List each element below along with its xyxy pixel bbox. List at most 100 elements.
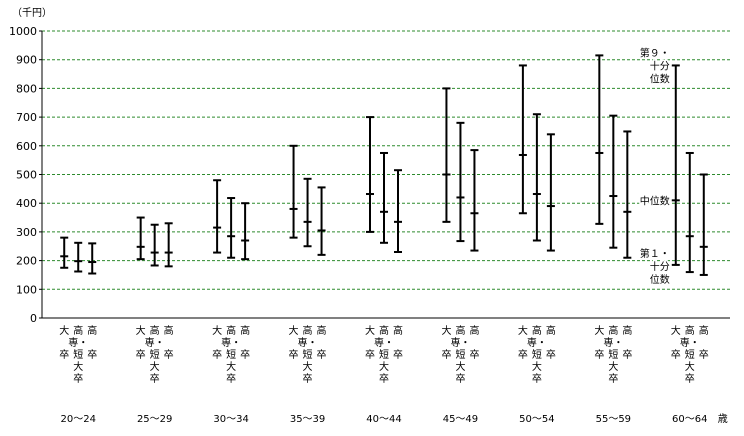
category-label: 卒 — [136, 348, 146, 361]
category-label: 大 — [59, 324, 69, 337]
category-label: 卒 — [164, 348, 174, 361]
annotation-d1-label: 第１・ — [640, 247, 670, 260]
y-tick-label: 800 — [16, 82, 37, 95]
category-label: 高 — [393, 324, 403, 337]
category-label: 卒 — [518, 348, 528, 361]
category-label: 専・ — [603, 337, 623, 349]
y-tick-label: 1000 — [9, 25, 37, 38]
category-label: 大 — [441, 324, 451, 337]
category-label: 専・ — [221, 337, 241, 349]
category-label: 高 — [532, 324, 542, 337]
category-label: 専・ — [374, 337, 394, 349]
category-label: 卒 — [87, 348, 97, 361]
category-label: 専・ — [527, 337, 547, 349]
category-label: 専・ — [145, 337, 165, 349]
category-label: 大 — [212, 324, 222, 337]
category-label: 大 — [73, 360, 83, 373]
category-label: 短 — [73, 348, 83, 361]
category-label: 高 — [226, 324, 236, 337]
category-label: 大 — [671, 324, 681, 337]
y-tick-label: 500 — [16, 169, 37, 182]
annotation-d9-label: 第９・ — [640, 46, 670, 59]
category-label: 卒 — [671, 348, 681, 361]
category-label: 卒 — [441, 348, 451, 361]
category-label: 高 — [685, 324, 695, 337]
category-label: 短 — [532, 348, 542, 361]
category-label: 短 — [685, 348, 695, 361]
age-group-label: 20～24 — [60, 414, 95, 425]
category-label: 高 — [73, 324, 83, 337]
category-label: 卒 — [303, 372, 313, 385]
category-label: 卒 — [699, 348, 709, 361]
category-label: 高 — [164, 324, 174, 337]
category-label: 卒 — [594, 348, 604, 361]
category-label: 卒 — [455, 372, 465, 385]
category-labels: 大卒高専・短大卒高卒20～24大卒高専・短大卒高卒25～29大卒高専・短大卒高卒… — [59, 324, 728, 425]
category-label: 高 — [622, 324, 632, 337]
category-label: 卒 — [212, 348, 222, 361]
category-label: 大 — [532, 360, 542, 373]
y-tick-label: 0 — [30, 312, 37, 325]
annotation-d1-label: 位数 — [650, 273, 670, 286]
range-bars — [60, 54, 708, 276]
y-tick-label: 700 — [16, 111, 37, 124]
category-label: 卒 — [59, 348, 69, 361]
y-axis-unit-label: （千円） — [12, 7, 52, 19]
annotation-d9-label: 位数 — [650, 72, 670, 85]
age-group-label: 55～59 — [596, 414, 631, 425]
category-label: 短 — [226, 348, 236, 361]
category-label: 卒 — [608, 372, 618, 385]
age-group-label: 50～54 — [519, 414, 554, 425]
age-suffix-label: 歳 — [718, 413, 728, 425]
category-label: 大 — [226, 360, 236, 373]
category-label: 卒 — [317, 348, 327, 361]
category-label: 卒 — [546, 348, 556, 361]
category-label: 高 — [87, 324, 97, 337]
category-label: 専・ — [298, 337, 318, 349]
annotation-d1-label: 十分 — [650, 260, 670, 273]
category-label: 高 — [469, 324, 479, 337]
age-group-label: 60～64 — [672, 414, 707, 425]
y-tick-labels: 0 100 200 300 400 500 600 700 800 900 1000 — [9, 25, 37, 325]
y-tick-label: 200 — [16, 255, 37, 268]
category-label: 高 — [150, 324, 160, 337]
category-label: 高 — [317, 324, 327, 337]
age-group-label: 40～44 — [366, 414, 401, 425]
y-tick-label: 600 — [16, 140, 37, 153]
category-label: 大 — [594, 324, 604, 337]
age-group-label: 25～29 — [137, 414, 172, 425]
y-tick-label: 400 — [16, 197, 37, 210]
category-label: 卒 — [365, 348, 375, 361]
age-group-label: 35～39 — [290, 414, 325, 425]
category-label: 卒 — [469, 348, 479, 361]
category-label: 大 — [379, 360, 389, 373]
category-label: 卒 — [532, 372, 542, 385]
category-label: 高 — [240, 324, 250, 337]
category-label: 卒 — [240, 348, 250, 361]
category-label: 大 — [608, 360, 618, 373]
age-group-label: 45～49 — [443, 414, 478, 425]
age-group-label: 30～34 — [213, 414, 248, 425]
category-label: 大 — [685, 360, 695, 373]
category-label: 専・ — [68, 337, 88, 349]
category-label: 高 — [699, 324, 709, 337]
category-label: 卒 — [226, 372, 236, 385]
category-label: 短 — [608, 348, 618, 361]
annotation-median-label: 中位数 — [640, 194, 670, 207]
category-label: 高 — [608, 324, 618, 337]
category-label: 高 — [379, 324, 389, 337]
y-tick-label: 900 — [16, 54, 37, 67]
category-label: 大 — [303, 360, 313, 373]
category-label: 専・ — [680, 337, 700, 349]
category-label: 短 — [150, 348, 160, 361]
category-label: 卒 — [150, 372, 160, 385]
y-tick-label: 100 — [16, 283, 37, 296]
category-label: 大 — [455, 360, 465, 373]
category-label: 短 — [379, 348, 389, 361]
category-label: 短 — [303, 348, 313, 361]
category-label: 大 — [365, 324, 375, 337]
category-label: 卒 — [379, 372, 389, 385]
category-label: 短 — [455, 348, 465, 361]
